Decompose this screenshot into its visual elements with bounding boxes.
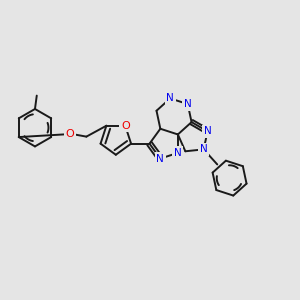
Text: N: N [204,126,212,136]
Text: O: O [66,129,74,139]
Text: O: O [121,121,130,131]
Text: N: N [174,148,182,158]
Text: N: N [166,93,174,103]
Text: N: N [184,99,192,109]
Text: N: N [157,154,164,164]
Text: N: N [200,144,208,154]
